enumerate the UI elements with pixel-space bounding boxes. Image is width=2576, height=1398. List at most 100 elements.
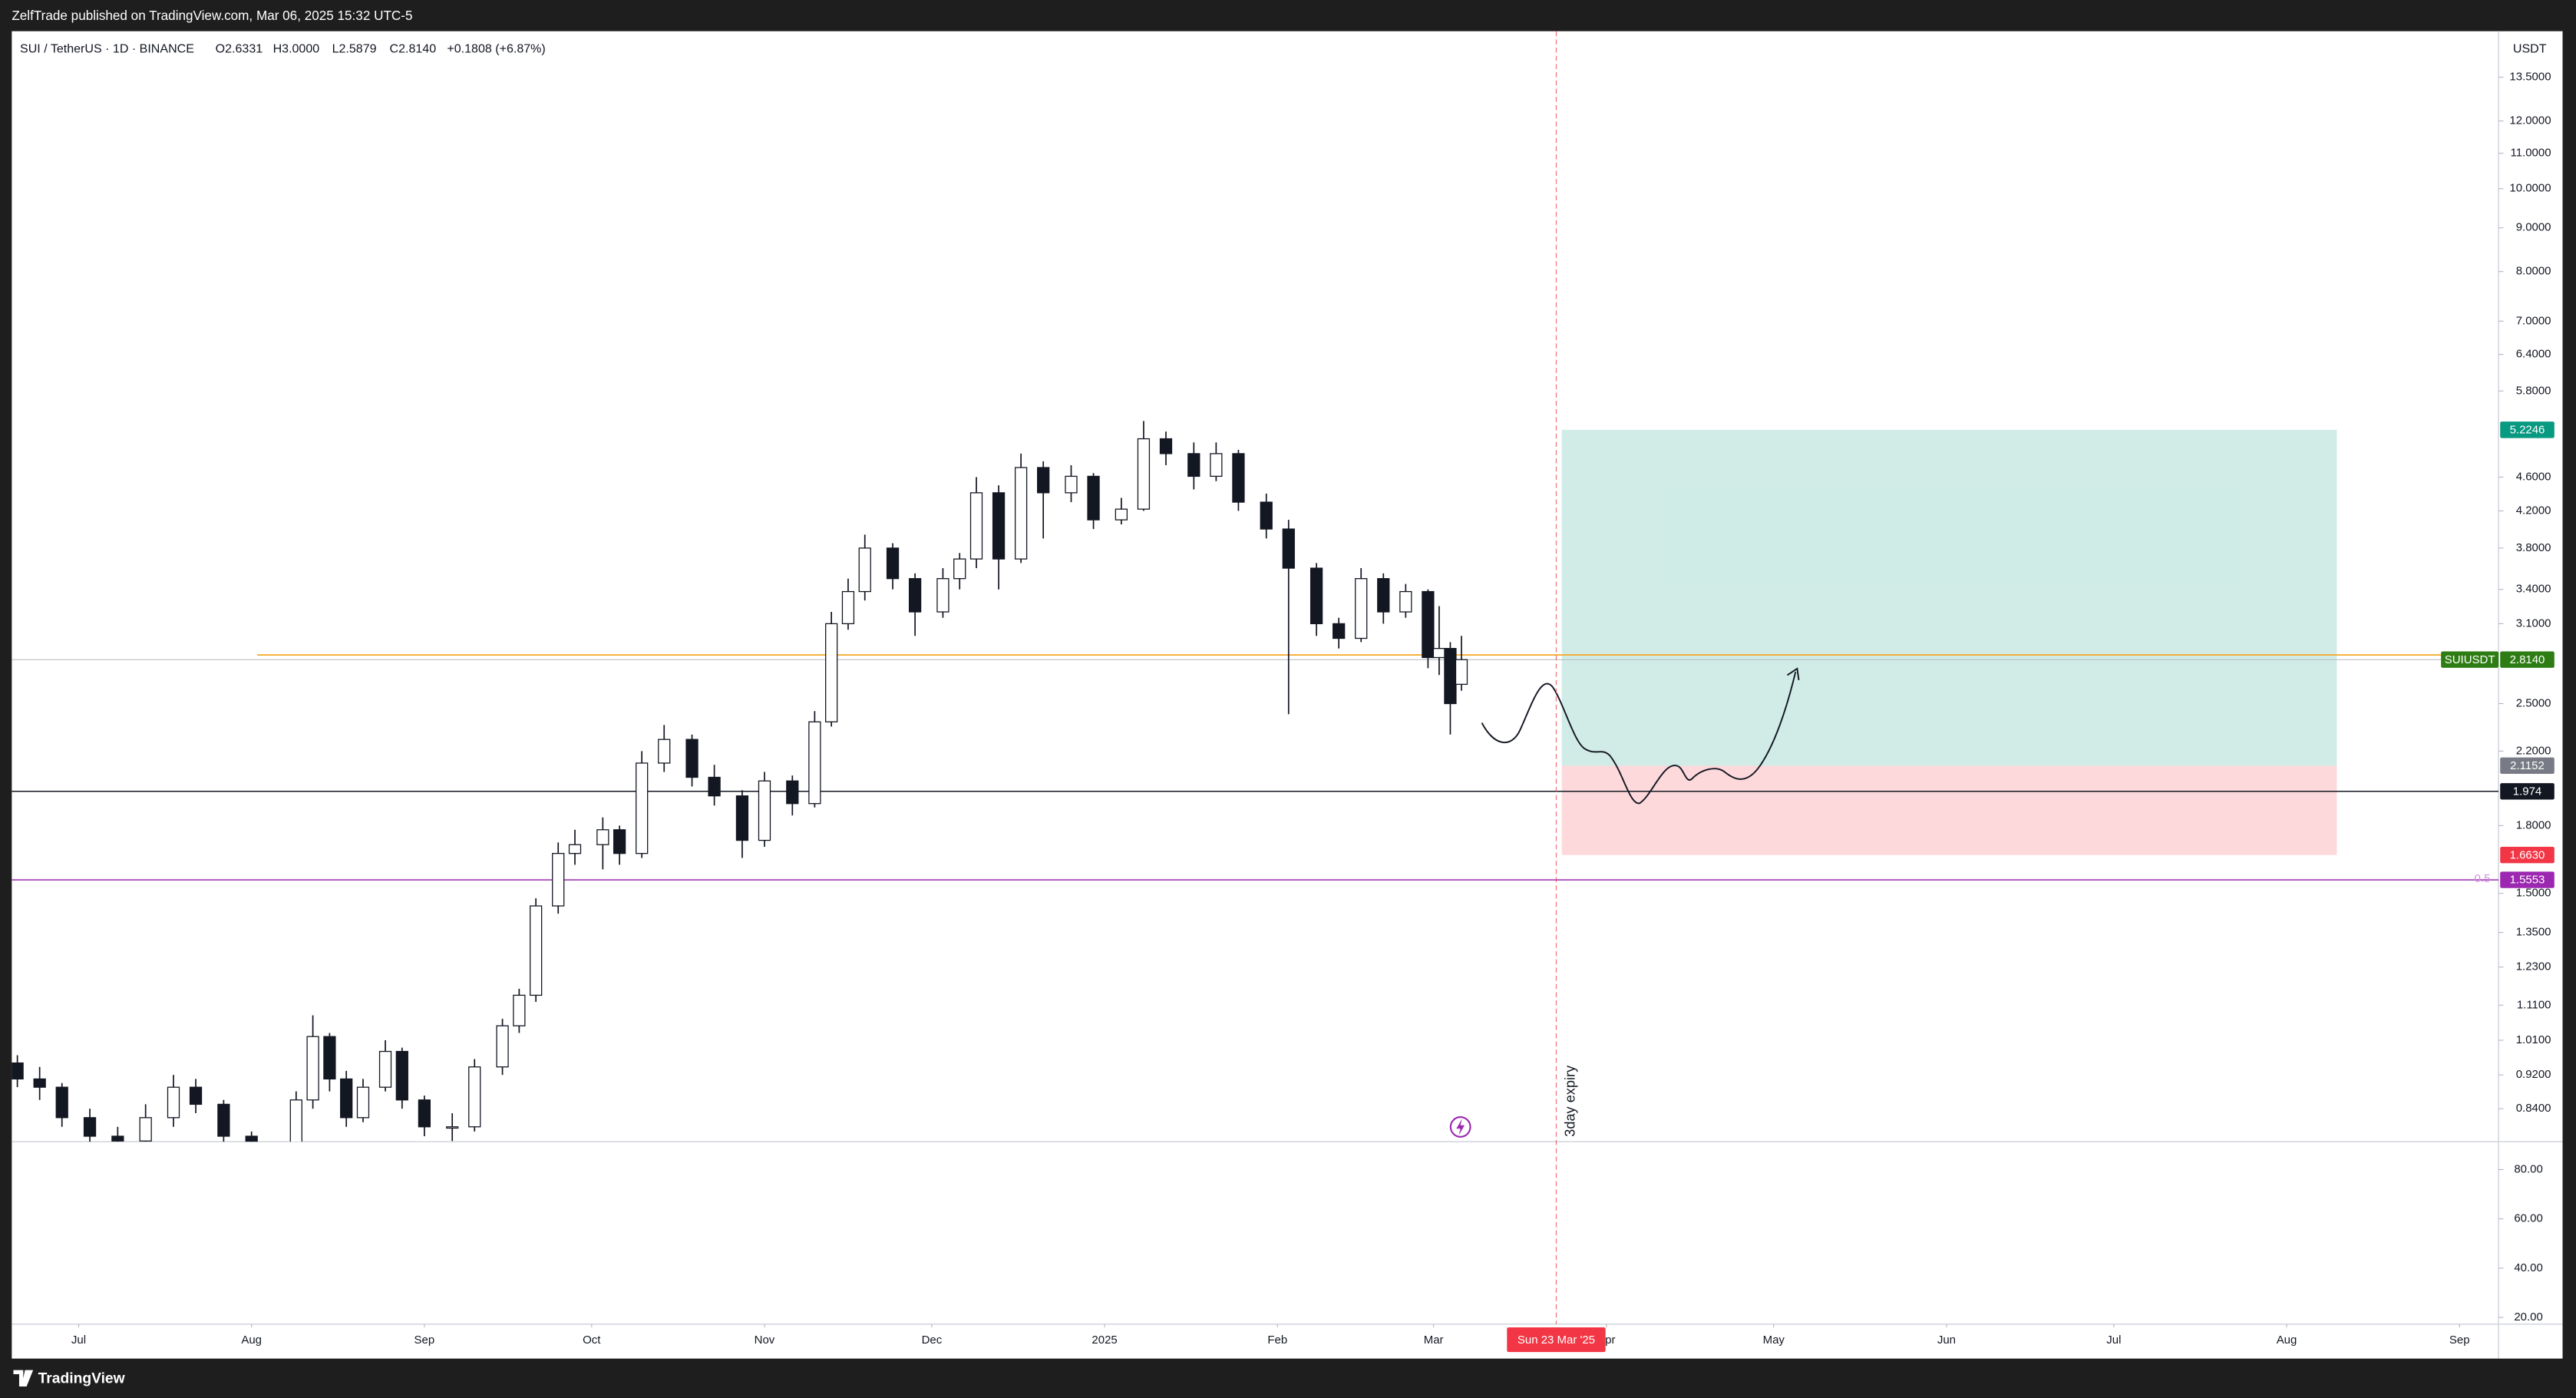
ohlc-open: O2.6331: [216, 41, 263, 55]
candle-body: [708, 776, 721, 797]
y-tick-label: 11.0000: [2511, 147, 2551, 160]
candle-body: [758, 780, 771, 841]
candle-body: [1355, 578, 1368, 640]
y-tick-label: 5.8000: [2516, 384, 2551, 397]
candle-body: [1309, 567, 1323, 625]
candle-body: [1115, 508, 1128, 521]
candle-body: [1037, 467, 1050, 494]
entry-badge-box: [2500, 757, 2555, 775]
candle-body: [418, 1099, 431, 1128]
x-tick-label: Jul: [2106, 1334, 2121, 1347]
candle-body: [1210, 453, 1223, 478]
level-badge-box: [2500, 783, 2555, 800]
axis-unit: USDT: [2513, 41, 2547, 55]
candle-body: [1232, 453, 1245, 503]
ohlc-high: H3.0000: [273, 41, 320, 55]
last-price-badge: 2.8140: [2510, 653, 2545, 666]
level-badge-box: [2500, 871, 2555, 888]
y-tick-label: 0.8400: [2516, 1102, 2551, 1115]
candle-body: [992, 492, 1006, 560]
candle-body: [658, 739, 671, 764]
x-tick-label: Aug: [241, 1334, 262, 1347]
level-badge: 1.5553: [2510, 874, 2545, 887]
candle-body: [936, 578, 949, 613]
y-tick-label: 12.0000: [2509, 114, 2551, 127]
y-tick-label: 1.1100: [2517, 998, 2551, 1011]
stop-zone: [1561, 765, 2337, 855]
alert-bolt: [1456, 1119, 1465, 1135]
y-tick-label: 1.8000: [2516, 818, 2551, 831]
x-tick-label: Mar: [1424, 1334, 1444, 1347]
chart-area: [12, 31, 2563, 1359]
projection-arrow: [1786, 667, 1800, 681]
candle-body: [596, 829, 609, 845]
publisher: ZelfTrade published on TradingView.com, …: [12, 8, 412, 23]
candle-body: [323, 1036, 336, 1080]
candle-body: [1333, 623, 1346, 640]
candle-body: [446, 1126, 459, 1129]
y-tick-label: 7.0000: [2516, 314, 2551, 327]
candle-body: [1159, 438, 1173, 454]
candle-body: [468, 1066, 481, 1128]
candle-body: [858, 547, 871, 593]
candle-body: [969, 492, 983, 560]
candle-body: [378, 1050, 392, 1088]
date-badge: Sun 23 Mar '25: [1518, 1334, 1595, 1347]
candle-body: [289, 1099, 302, 1142]
ohlc-close: C2.8140: [390, 41, 437, 55]
y-tick-label: 3.8000: [2516, 541, 2551, 554]
y-tick-label: 2.2000: [2516, 744, 2551, 757]
x-tick-label: Sep: [414, 1334, 435, 1347]
candle-body: [786, 780, 799, 805]
y-tick-label: 3.1000: [2516, 616, 2551, 630]
y-tick-label: 8.0000: [2516, 265, 2551, 278]
symbol: SUI / TetherUS · 1D · BINANCE: [20, 41, 194, 55]
candle-body: [340, 1078, 353, 1119]
candle-body: [1444, 648, 1457, 705]
ohlc-low: L2.5879: [332, 41, 377, 55]
footer-logo[interactable]: TradingView: [13, 1370, 126, 1387]
candle-body: [189, 1086, 203, 1106]
y-tick-label: 3.4000: [2516, 583, 2551, 596]
x-tick-label: Jun: [1937, 1334, 1956, 1347]
candle-body: [306, 1036, 319, 1101]
candle-body: [55, 1086, 68, 1119]
candle-body: [245, 1135, 258, 1142]
fib-label: 0.5: [2475, 872, 2491, 885]
x-tick-label: Feb: [1267, 1334, 1287, 1347]
y-tick-label: 4.2000: [2516, 504, 2551, 517]
candle-body: [1455, 659, 1468, 686]
candle-body: [1187, 453, 1200, 478]
x-tick-label: Aug: [2277, 1334, 2297, 1347]
stop-badge: 1.6630: [2510, 848, 2545, 861]
candle-body: [685, 739, 698, 778]
entry-badge: 2.1152: [2510, 759, 2545, 772]
last-price-badge-box: [2500, 651, 2555, 668]
brand: TradingView: [38, 1370, 126, 1386]
candle-body: [953, 558, 966, 580]
ohlc-change: +0.1808 (+6.87%): [447, 41, 545, 55]
y-tick-label: 2.5000: [2516, 696, 2551, 709]
candle-body: [513, 994, 526, 1026]
date-badge-box: [1507, 1327, 1606, 1353]
candle-body: [530, 905, 543, 996]
candle-body: [1137, 438, 1151, 510]
candle-body: [636, 762, 649, 854]
candle-body: [886, 547, 900, 580]
candle-body: [1014, 467, 1028, 560]
y-tick-label: 4.6000: [2516, 470, 2551, 483]
candle-body: [1260, 501, 1273, 530]
candle-body: [552, 853, 565, 907]
x-tick-label: May: [1763, 1334, 1785, 1347]
candle-body: [356, 1086, 370, 1119]
y-tick-label: 13.5000: [2509, 71, 2551, 84]
x-tick-label: Dec: [922, 1334, 943, 1347]
y-tick-label: 9.0000: [2516, 221, 2551, 234]
candle-body: [12, 1062, 24, 1080]
y-tick-label: 1.0100: [2516, 1033, 2551, 1046]
price-pane: [12, 421, 2499, 1142]
indicator-tick-label: 40.00: [2514, 1261, 2542, 1274]
y-tick-label: 6.4000: [2516, 348, 2551, 361]
logo-icon: [13, 1370, 34, 1387]
